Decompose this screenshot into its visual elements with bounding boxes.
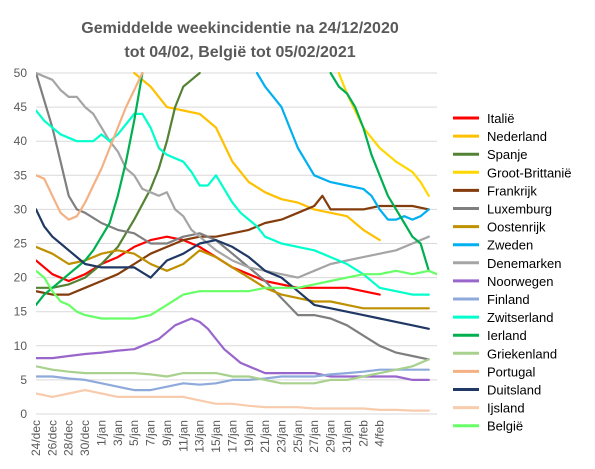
y-tick-label: 35 bbox=[14, 168, 28, 182]
x-tick-label: 23/jan bbox=[275, 420, 289, 453]
legend-entry: Zweden bbox=[487, 238, 533, 253]
y-tick-label: 45 bbox=[14, 100, 28, 114]
series-line bbox=[36, 235, 381, 296]
series-line bbox=[36, 269, 437, 320]
y-axis-ticks: 0 5 10 15 20 25 30 35 40 45 50 bbox=[14, 66, 28, 421]
y-tick-label: 5 bbox=[20, 373, 27, 387]
x-tick-label: 5/jan bbox=[127, 420, 141, 446]
series-line bbox=[36, 72, 430, 361]
x-tick-label: 7/jan bbox=[144, 420, 158, 446]
x-tick-label: 13/jan bbox=[193, 420, 207, 453]
series-line bbox=[36, 368, 430, 392]
series-lines bbox=[36, 72, 437, 412]
y-tick-label: 10 bbox=[14, 339, 28, 353]
series-line bbox=[255, 72, 430, 221]
x-tick-label: 30/dec bbox=[78, 420, 92, 456]
legend-entry: Duitsland bbox=[487, 383, 541, 398]
x-tick-label: 9/jan bbox=[160, 420, 174, 446]
legend-entry: België bbox=[487, 419, 523, 434]
x-tick-label: 21/jan bbox=[258, 420, 272, 453]
x-tick-label: 25/jan bbox=[291, 420, 305, 453]
x-tick-label: 3/jan bbox=[111, 420, 125, 446]
x-tick-label: 11/jan bbox=[176, 420, 190, 452]
series-line bbox=[329, 72, 430, 272]
legend-entry: Ierland bbox=[487, 328, 527, 343]
series-line bbox=[36, 72, 430, 279]
x-tick-label: 27/jan bbox=[307, 420, 321, 453]
y-tick-label: 20 bbox=[14, 271, 28, 285]
series-line bbox=[36, 208, 430, 330]
series-line bbox=[36, 72, 144, 306]
x-tick-label: 4/feb bbox=[373, 420, 387, 447]
series-line bbox=[36, 72, 201, 289]
series-line bbox=[36, 194, 430, 296]
legend: Italië Nederland Spanje Groot-Brittanië Fran… bbox=[453, 111, 572, 434]
legend-entry: Luxemburg bbox=[487, 202, 552, 217]
series-line bbox=[337, 72, 430, 197]
series-line bbox=[36, 109, 430, 296]
x-tick-label: 24/dec bbox=[29, 420, 43, 456]
y-tick-label: 30 bbox=[14, 202, 28, 216]
y-tick-label: 40 bbox=[14, 134, 28, 148]
legend-entry: Nederland bbox=[487, 129, 547, 144]
legend-entry: Denemarken bbox=[487, 256, 561, 271]
legend-entry: Groot-Brittanië bbox=[487, 165, 572, 180]
x-tick-label: 28/dec bbox=[62, 420, 76, 456]
x-tick-label: 31/jan bbox=[340, 420, 354, 453]
legend-entry: Frankrijk bbox=[487, 183, 537, 198]
y-tick-label: 15 bbox=[14, 305, 28, 319]
chart-title-line-1: Gemiddelde weekincidentie na 24/12/2020 bbox=[81, 20, 399, 37]
y-tick-label: 50 bbox=[14, 66, 28, 80]
y-tick-label: 25 bbox=[14, 237, 28, 251]
legend-entry: Spanje bbox=[487, 147, 527, 162]
x-axis-ticks: 24/dec 26/dec 28/dec 30/dec 1/jan 3/jan 5/jan 7… bbox=[29, 420, 387, 456]
chart-title-line-2: tot 04/02, België tot 05/02/2021 bbox=[124, 44, 355, 61]
x-tick-label: 1/jan bbox=[94, 420, 108, 446]
legend-entry: Portugal bbox=[487, 364, 536, 379]
series-line bbox=[36, 317, 430, 381]
series-line bbox=[36, 389, 430, 412]
legend-entry: Zwitserland bbox=[487, 310, 553, 325]
x-tick-label: 26/dec bbox=[45, 420, 59, 456]
x-tick-label: 2/feb bbox=[356, 420, 370, 447]
x-tick-label: 15/jan bbox=[209, 420, 223, 453]
legend-entry: Noorwegen bbox=[487, 274, 554, 289]
x-tick-label: 29/jan bbox=[324, 420, 338, 453]
legend-entry: Oostenrijk bbox=[487, 220, 546, 235]
y-tick-label: 0 bbox=[20, 407, 27, 421]
series-line bbox=[36, 358, 430, 385]
legend-entry: Finland bbox=[487, 292, 530, 307]
gridlines bbox=[36, 72, 437, 415]
x-tick-label: 17/jan bbox=[225, 420, 239, 453]
legend-entry: Griekenland bbox=[487, 346, 557, 361]
x-tick-label: 19/jan bbox=[242, 420, 256, 453]
legend-entry: Ijsland bbox=[487, 401, 525, 416]
legend-entry: Italië bbox=[487, 111, 514, 126]
series-line bbox=[36, 245, 430, 310]
series-line bbox=[36, 72, 144, 221]
